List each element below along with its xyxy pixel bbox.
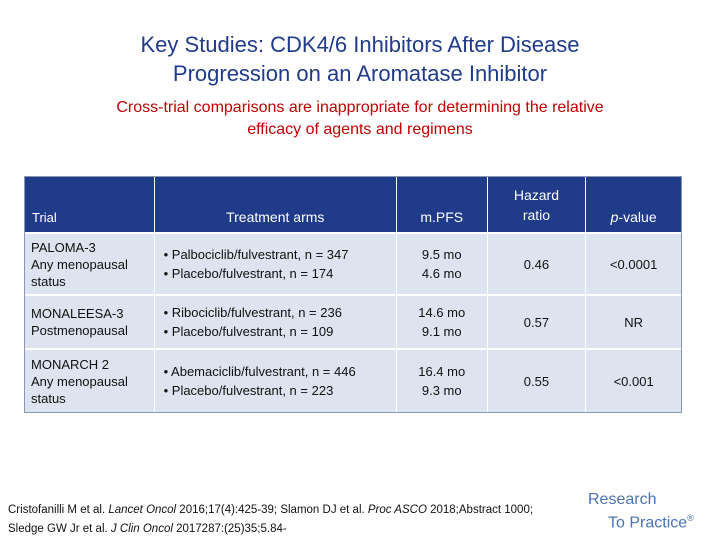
trial-cell: MONALEESA-3 Postmenopausal — [25, 296, 154, 348]
citation-ref-1: 2016;17(4):425-39; Slamon DJ et al. — [176, 504, 368, 516]
trial-population-cont: status — [31, 273, 66, 289]
trial-population-cont: status — [31, 390, 66, 406]
table-header: Trial Treatment arms m.PFS Hazard ratio … — [25, 177, 681, 232]
citation-authors-1: Cristofanilli M et al. — [8, 504, 109, 516]
hazard-ratio-cell: 0.46 — [486, 234, 586, 294]
mpfs-arm-1: 9.5 mo — [421, 247, 462, 262]
mpfs-arm-2: 9.1 mo — [421, 324, 462, 339]
citation-ref-2: 2018;Abstract 1000; — [426, 504, 534, 516]
research-to-practice-logo: Research To Practice® — [588, 490, 708, 532]
header-hazard-ratio-line-1: Hazard — [513, 187, 560, 203]
treatment-cell: • Abemaciclib/fulvestrant, n = 446 • Pla… — [153, 350, 396, 412]
title-line-2: Progression on an Aromatase Inhibitor — [172, 61, 548, 86]
p-value-cell: NR — [585, 296, 681, 348]
header-p-value: p -value — [585, 177, 681, 232]
logo-line-1: Research — [588, 491, 657, 508]
treatment-arm-2: • Placebo/fulvestrant, n = 109 — [163, 324, 334, 339]
table-row: MONALEESA-3 Postmenopausal • Ribociclib/… — [25, 294, 681, 348]
registered-mark: ® — [687, 513, 694, 523]
citation-journal-3: J Clin Oncol — [110, 523, 173, 535]
header-treatment-arms: Treatment arms — [153, 177, 396, 232]
citation-journal-2: Proc ASCO — [367, 504, 427, 516]
mpfs-arm-2: 4.6 mo — [421, 266, 462, 281]
treatment-cell: • Ribociclib/fulvestrant, n = 236 • Plac… — [153, 296, 396, 348]
citation-ref-3: 2017287:(25)35;5.84- — [172, 523, 287, 535]
mpfs-cell: 14.6 mo 9.1 mo — [395, 296, 487, 348]
logo-line-2: To Practice® — [588, 509, 708, 532]
header-p-rest: -value — [618, 209, 657, 225]
slide-subtitle: Cross-trial comparisons are inappropriat… — [40, 97, 680, 141]
trial-name: MONALEESA-3 — [31, 306, 124, 321]
citation-authors-2: Sledge GW Jr et al. — [8, 523, 111, 535]
mpfs-arm-1: 16.4 mo — [418, 364, 466, 379]
hazard-ratio-cell: 0.55 — [486, 350, 586, 412]
trial-name: MONARCH 2 — [31, 356, 110, 372]
title-line-1: Key Studies: CDK4/6 Inhibitors After Dis… — [140, 32, 580, 57]
citation-line-2: Sledge GW Jr et al. J Clin Oncol 2017287… — [8, 520, 598, 539]
trial-name: PALOMA-3 — [31, 239, 96, 255]
trial-population: Any menopausal — [31, 256, 128, 272]
treatment-arm-1: • Abemaciclib/fulvestrant, n = 446 — [163, 364, 356, 379]
header-hazard-ratio-line-2: ratio — [522, 207, 551, 223]
logo-line-2-text: To Practice — [608, 514, 688, 532]
citation-line-1: Cristofanilli M et al. Lancet Oncol 2016… — [8, 501, 598, 520]
studies-table: Trial Treatment arms m.PFS Hazard ratio … — [24, 176, 682, 413]
mpfs-arm-1: 14.6 mo — [418, 305, 466, 320]
trial-cell: PALOMA-3 Any menopausal status — [25, 234, 154, 294]
mpfs-cell: 9.5 mo 4.6 mo — [395, 234, 487, 294]
subtitle-line-1: Cross-trial comparisons are inappropriat… — [116, 99, 604, 116]
trial-cell: MONARCH 2 Any menopausal status — [25, 350, 154, 412]
citation-journal-1: Lancet Oncol — [108, 504, 177, 516]
table-row: MONARCH 2 Any menopausal status • Abemac… — [25, 348, 681, 412]
treatment-arm-2: • Placebo/fulvestrant, n = 174 — [163, 266, 334, 281]
treatment-cell: • Palbociclib/fulvestrant, n = 347 • Pla… — [153, 234, 396, 294]
subtitle-line-2: efficacy of agents and regimens — [247, 121, 473, 138]
header-mpfs: m.PFS — [395, 177, 487, 232]
citation: Cristofanilli M et al. Lancet Oncol 2016… — [8, 501, 598, 539]
hazard-ratio-cell: 0.57 — [486, 296, 586, 348]
slide-title: Key Studies: CDK4/6 Inhibitors After Dis… — [40, 30, 680, 88]
table-row: PALOMA-3 Any menopausal status • Palboci… — [25, 232, 681, 294]
p-value-cell: <0.001 — [585, 350, 681, 412]
mpfs-arm-2: 9.3 mo — [421, 383, 462, 398]
header-trial: Trial — [32, 210, 57, 225]
header-p-italic: p — [610, 209, 619, 225]
trial-population: Any menopausal — [31, 373, 128, 389]
treatment-arm-1: • Ribociclib/fulvestrant, n = 236 — [163, 305, 342, 320]
mpfs-cell: 16.4 mo 9.3 mo — [395, 350, 487, 412]
header-hazard-ratio: Hazard ratio — [486, 177, 586, 232]
trial-population: Postmenopausal — [31, 323, 128, 338]
p-value-cell: <0.0001 — [585, 234, 681, 294]
treatment-arm-2: • Placebo/fulvestrant, n = 223 — [163, 383, 334, 398]
treatment-arm-1: • Palbociclib/fulvestrant, n = 347 — [163, 247, 349, 262]
